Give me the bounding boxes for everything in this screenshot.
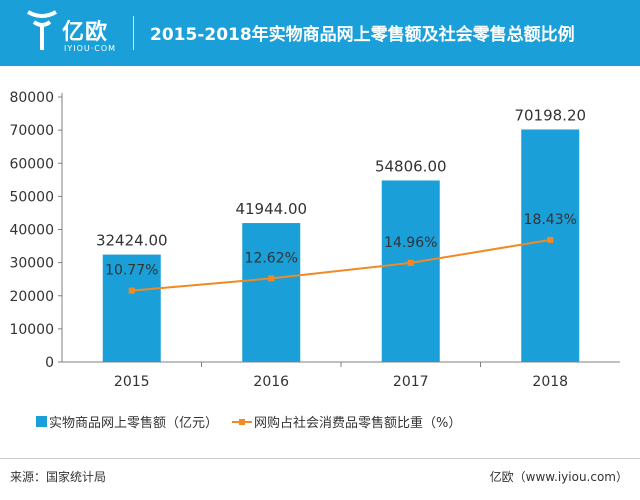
- y-tick-label: 10000: [9, 322, 54, 338]
- bar-line-chart: 0 10000 20000 30000 40000 50000 60000 70000 8000…: [9, 90, 620, 390]
- bar-value-label: 70198.20: [514, 106, 586, 124]
- y-tick-label: 50000: [9, 189, 54, 205]
- ratio-point-2016: [268, 275, 275, 282]
- source-note: 来源：国家统计局: [10, 470, 107, 484]
- ratio-point-2017: [407, 259, 414, 266]
- ratio-point-2015: [128, 287, 135, 294]
- y-tick-label: 60000: [9, 156, 54, 172]
- legend-bar-swatch: [36, 416, 47, 427]
- bar-value-label: 41944.00: [235, 200, 307, 218]
- y-tick-label: 40000: [9, 223, 54, 239]
- legend-line-swatch: [232, 416, 253, 427]
- bar-value-label: 54806.00: [375, 157, 447, 175]
- bar-2015: [102, 254, 161, 362]
- bar-2018: [521, 129, 580, 362]
- y-tick-label: 0: [45, 355, 54, 371]
- ratio-line: [131, 238, 551, 292]
- ratio-value-label: 14.96%: [384, 235, 437, 251]
- x-tick-label: 2018: [532, 374, 568, 390]
- chart-legend: 实物商品网上零售额（亿元） 网购占社会消费品零售额比重（%）: [36, 412, 461, 431]
- x-tick-label: 2016: [253, 374, 289, 390]
- logo-name: 亿欧: [62, 20, 109, 45]
- header-banner: 亿欧 IYIOU·COM 2015-2018年实物商品网上零售额及社会零售总额比…: [0, 0, 640, 66]
- y-tick-label: 70000: [9, 123, 54, 139]
- y-tick-label: 80000: [9, 90, 54, 106]
- ratio-value-label: 18.43%: [524, 212, 577, 228]
- x-tick-label: 2015: [114, 374, 150, 390]
- ratio-point-2018: [547, 236, 554, 243]
- logo-subtext: IYIOU·COM: [64, 44, 117, 53]
- chart-title: 2015-2018年实物商品网上零售额及社会零售总额比例: [150, 25, 575, 45]
- brand-logo: 亿欧 IYIOU·COM: [22, 8, 132, 58]
- bar-value-label: 32424.00: [96, 232, 168, 250]
- bar-2016: [242, 223, 301, 362]
- header-divider: [133, 16, 134, 50]
- bar-2017: [381, 180, 440, 362]
- ratio-value-label: 10.77%: [105, 263, 158, 279]
- legend-bar-label: 实物商品网上零售额（亿元）: [49, 416, 219, 431]
- footer-divider: [0, 458, 640, 459]
- legend-line-label: 网购占社会消费品零售额比重（%）: [254, 416, 462, 431]
- y-tick-label: 20000: [9, 289, 54, 305]
- x-tick-label: 2017: [393, 374, 429, 390]
- credit-note: 亿欧（www.iyiou.com）: [489, 470, 628, 484]
- ratio-value-label: 12.62%: [245, 250, 298, 266]
- y-tick-label: 30000: [9, 256, 54, 272]
- logo-icon: [27, 10, 57, 50]
